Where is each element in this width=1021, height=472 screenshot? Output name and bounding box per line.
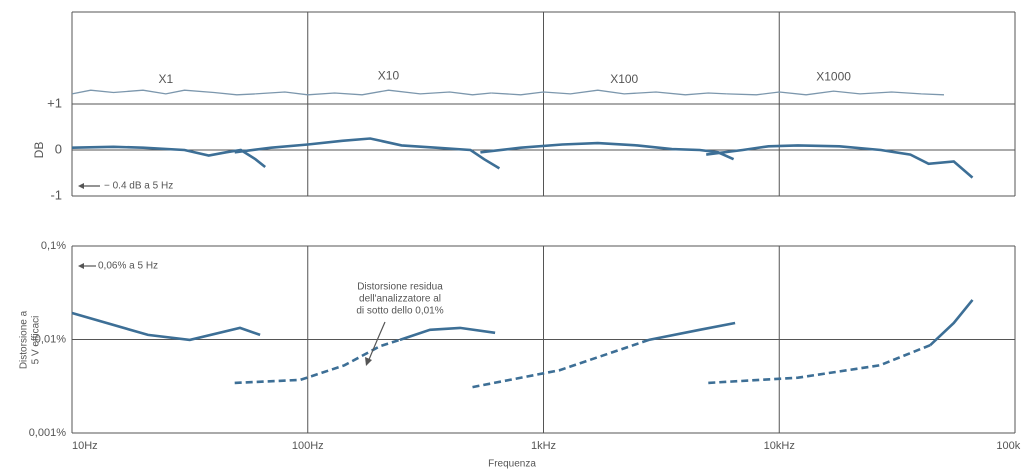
line: [708, 343, 931, 385]
x-tick-label: 100Hz: [292, 440, 324, 452]
series-label: X1: [158, 72, 173, 86]
line: [480, 141, 735, 161]
annotation: dell'analizzatore al: [359, 294, 441, 305]
x-axis-label: Frequenza: [488, 459, 536, 470]
line: [491, 89, 727, 96]
y-tick-label: 0,01%: [35, 333, 66, 345]
x-tick-label: 100kHz: [996, 440, 1021, 452]
annotation: 0,06% a 5 Hz: [98, 261, 158, 272]
series-label: X10: [378, 68, 400, 82]
annotation: − 0.4 dB a 5 Hz: [104, 181, 173, 192]
annotation: Distorsione residua: [357, 282, 443, 293]
line: [255, 89, 492, 96]
line: [71, 89, 256, 96]
series-label: X1000: [816, 69, 851, 83]
series-label: X100: [610, 72, 638, 86]
y-axis-label: DB: [32, 142, 46, 159]
y-axis-label: 5 V efficaci: [31, 316, 42, 365]
y-tick-label: 0,1%: [41, 240, 66, 252]
line: [234, 137, 501, 170]
x-tick-label: 1kHz: [531, 440, 556, 452]
line: [706, 144, 974, 179]
line: [648, 321, 736, 342]
y-tick-label: +1: [47, 95, 62, 110]
line: [71, 311, 261, 342]
x-tick-label: 10Hz: [72, 440, 98, 452]
y-tick-label: 0,001%: [29, 427, 67, 439]
line: [399, 326, 496, 342]
y-axis-label: Distorsione a: [19, 310, 30, 369]
line: [726, 90, 945, 96]
y-tick-label: -1: [50, 187, 62, 202]
arrow-head: [78, 263, 84, 269]
line: [71, 145, 267, 169]
y-tick-label: 0: [55, 141, 62, 156]
annotation: di sotto dello 0,01%: [356, 306, 443, 317]
x-tick-label: 10kHz: [764, 440, 795, 452]
line: [929, 299, 974, 347]
line: [234, 338, 401, 385]
arrow-head: [78, 183, 84, 189]
arrow: [367, 321, 386, 363]
line: [472, 338, 650, 389]
arrow-head: [365, 357, 372, 366]
